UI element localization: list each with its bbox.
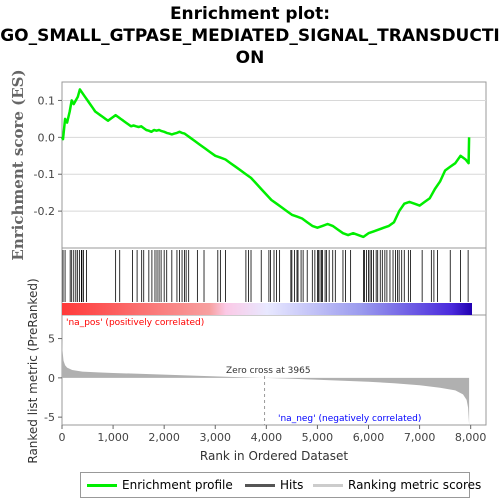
metric-y-ticks: 5 0 -5 [44, 333, 62, 424]
metric-y-axis-label: Ranked list metric (PreRanked) [26, 278, 40, 463]
x-tick-label: 4,000 [251, 431, 283, 444]
es-y-axis-label: Enrichment score (ES) [9, 69, 27, 260]
pos-annotation: 'na_pos' (positively correlated) [66, 318, 204, 328]
es-y-tick-label: -0.1 [34, 168, 55, 181]
rank-heat-bar [62, 303, 472, 315]
x-tick-label: 8,000 [455, 431, 487, 444]
es-y-ticks: 0.1 0.0 -0.1 -0.2 [34, 94, 62, 218]
x-tick-label: 0 [59, 431, 66, 444]
x-tick-label: 6,000 [353, 431, 385, 444]
legend-swatch-hits [245, 483, 275, 487]
legend-item-hits: Hits [245, 477, 303, 493]
x-tick-label: 5,000 [302, 431, 334, 444]
legend-label-metric: Ranking metric scores [348, 478, 482, 492]
enrichment-profile-line [60, 88, 471, 239]
legend-swatch-enrichment [87, 483, 117, 487]
zero-cross-annotation: Zero cross at 3965 [226, 366, 311, 376]
metric-y-tick-label: -5 [44, 411, 55, 424]
x-tick-label: 3,000 [200, 431, 232, 444]
es-y-tick-label: -0.2 [34, 205, 55, 218]
x-ticks: 0 1,000 2,000 3,000 4,000 5,000 6,000 7,000 8,00… [59, 425, 487, 444]
hit-markers [62, 250, 469, 302]
metric-y-tick-label: 0 [48, 372, 55, 385]
chart-title: Enrichment plot: GO_SMALL_GTPASE_MEDIATE… [0, 3, 500, 69]
legend-label-enrichment: Enrichment profile [122, 478, 233, 492]
x-axis-label: Rank in Ordered Dataset [200, 449, 348, 463]
legend-label-hits: Hits [280, 478, 304, 492]
title-line-3: ON [235, 48, 265, 68]
x-tick-label: 7,000 [404, 431, 436, 444]
ranking-metric-area [62, 340, 470, 425]
title-line-1: Enrichment plot: [169, 4, 331, 24]
es-grid [62, 99, 486, 212]
neg-annotation: 'na_neg' (negatively correlated) [278, 414, 421, 424]
legend-item-enrichment: Enrichment profile [87, 477, 233, 493]
legend-item-metric: Ranking metric scores [313, 477, 481, 493]
es-y-tick-label: 0.1 [38, 94, 56, 107]
x-tick-label: 2,000 [148, 431, 180, 444]
metric-y-tick-label: 5 [48, 333, 55, 346]
legend: Enrichment profile Hits Ranking metric s… [80, 472, 481, 498]
title-line-2: GO_SMALL_GTPASE_MEDIATED_SIGNAL_TRANSDUC… [0, 26, 500, 46]
es-panel [61, 81, 487, 249]
x-tick-label: 1,000 [97, 431, 129, 444]
es-y-tick-label: 0.0 [38, 131, 56, 144]
legend-swatch-metric [313, 483, 343, 487]
